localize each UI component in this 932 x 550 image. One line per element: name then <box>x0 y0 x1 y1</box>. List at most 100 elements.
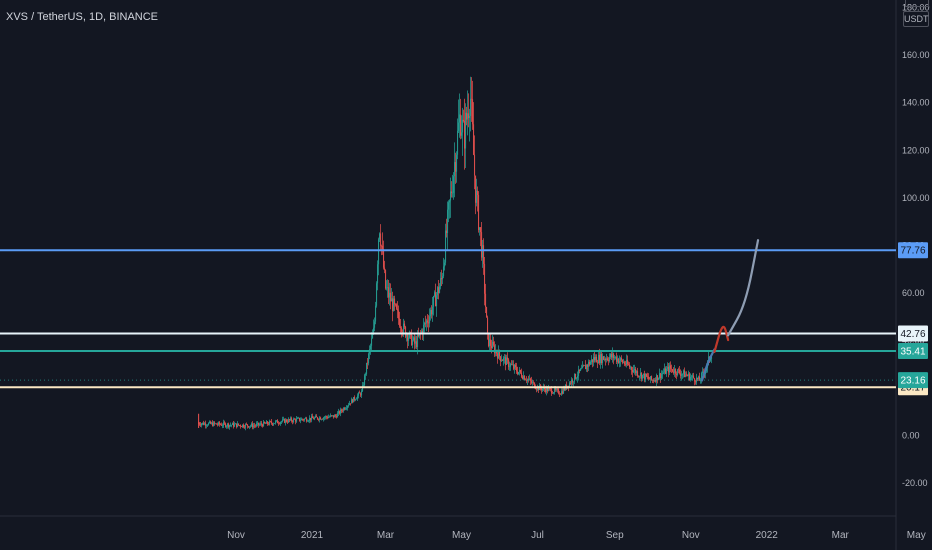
x-tick-label: Nov <box>227 530 245 541</box>
last-price-label: 23.16 <box>900 376 925 387</box>
candle-body <box>294 418 296 420</box>
level-badge-label: 77.76 <box>900 246 925 257</box>
candle-body <box>397 308 399 311</box>
candle-body <box>347 405 349 408</box>
candle-body <box>596 356 598 363</box>
candle-body <box>547 387 549 392</box>
candle-body <box>382 245 384 250</box>
candle-body <box>406 334 408 337</box>
candle-body <box>646 373 648 377</box>
candle-body <box>651 376 653 380</box>
candle-body <box>301 418 303 421</box>
candle-body <box>584 365 586 366</box>
candle-body <box>204 423 206 425</box>
candle-body <box>426 320 428 324</box>
candle-body <box>552 393 554 394</box>
candle-body <box>324 417 326 419</box>
candle-body <box>267 421 269 424</box>
candle-body <box>393 298 395 311</box>
candle-body <box>411 332 413 346</box>
candle-body <box>429 316 431 324</box>
candle-body <box>412 340 414 346</box>
candle-body <box>514 365 516 369</box>
candle-body <box>423 324 425 335</box>
candle-body <box>538 386 540 391</box>
candle-body <box>456 154 458 172</box>
candle-body <box>644 373 646 380</box>
candle-body <box>624 362 626 365</box>
projection-stroke[interactable] <box>727 239 760 337</box>
candle-body <box>289 419 291 421</box>
candle-body <box>276 420 278 422</box>
candle-body <box>386 287 388 289</box>
candle-body <box>533 382 535 383</box>
y-tick-label: 140.00 <box>902 98 930 108</box>
time-axis[interactable]: Nov 2021 Mar May Jul Sep Nov 2022 Mar May <box>227 530 926 541</box>
candle-body <box>431 310 433 315</box>
candle-body <box>284 418 286 423</box>
candle-body <box>326 416 328 418</box>
candle-body <box>247 424 249 427</box>
candle-body <box>619 360 621 364</box>
candle-body <box>207 425 209 426</box>
candle-body <box>558 389 560 394</box>
candle-body <box>273 423 275 425</box>
candle-body <box>474 154 476 176</box>
candle-body <box>502 360 504 362</box>
candle-body <box>518 371 520 374</box>
candle-body <box>424 322 426 325</box>
candle-body <box>395 304 397 305</box>
candle-body <box>257 422 259 424</box>
candle-body <box>237 423 239 427</box>
candle-body <box>266 421 268 424</box>
collapse-button[interactable] <box>905 0 929 7</box>
candle-body <box>684 370 686 378</box>
candle-body <box>367 362 369 364</box>
candle-body <box>261 423 263 425</box>
candle-body <box>693 375 695 379</box>
candle-body <box>392 298 394 311</box>
candle-body <box>443 266 445 277</box>
candle-body <box>603 356 605 360</box>
candle-body <box>252 423 254 428</box>
candle-body <box>489 339 491 347</box>
candle-body <box>344 408 346 410</box>
candle-body <box>655 380 657 382</box>
candle-body <box>222 425 224 427</box>
candle-body <box>637 371 639 376</box>
candle-body <box>487 317 489 334</box>
candle-body <box>371 338 373 346</box>
candle-body <box>375 305 377 322</box>
candle-body <box>663 372 665 374</box>
projection-path[interactable] <box>700 239 760 382</box>
candle-body <box>389 292 391 298</box>
symbol-title[interactable]: XVS / TetherUS, 1D, BINANCE <box>6 11 159 23</box>
x-tick-label: Mar <box>832 530 850 541</box>
candle-body <box>303 419 305 421</box>
candle-body <box>339 411 341 414</box>
candle-body <box>640 372 642 377</box>
candle-body <box>293 418 295 422</box>
candle-body <box>244 427 246 428</box>
candle-body <box>446 230 448 234</box>
projection-stroke[interactable] <box>713 325 730 354</box>
candle-body <box>345 408 347 410</box>
candle-body <box>239 425 241 426</box>
candle-body <box>602 356 604 364</box>
candle-body <box>380 233 382 246</box>
candle-body <box>251 423 253 426</box>
candle-body <box>300 420 302 421</box>
candle-body <box>372 334 374 339</box>
candle-body <box>373 327 375 335</box>
currency-button[interactable]: USDT <box>903 11 929 27</box>
candle-body <box>399 318 401 327</box>
candle-body <box>467 113 469 120</box>
candle-body <box>377 264 379 284</box>
horizontal-levels[interactable] <box>0 249 896 389</box>
candle-body <box>678 369 680 370</box>
candle-body <box>660 373 662 379</box>
candle-body <box>576 377 578 379</box>
candle-body <box>232 423 234 425</box>
candle-body <box>634 368 636 371</box>
